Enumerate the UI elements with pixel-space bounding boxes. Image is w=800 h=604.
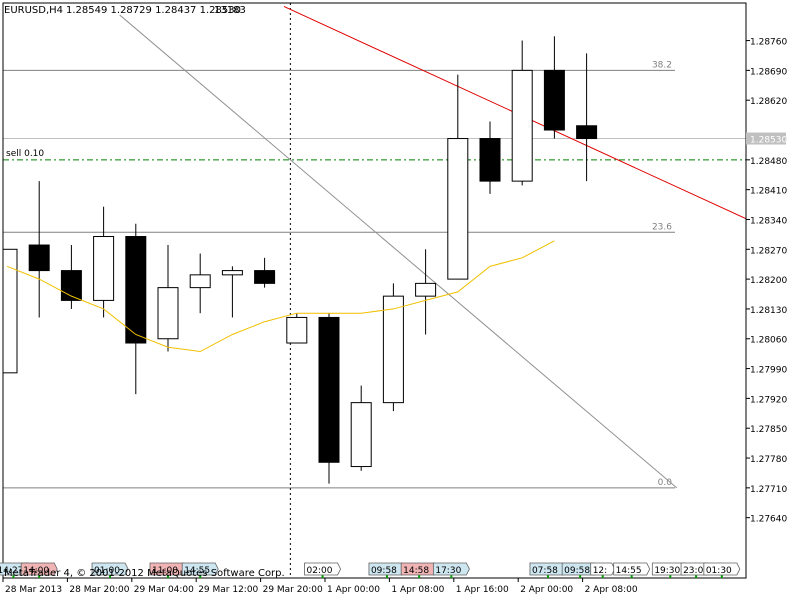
- candle-body-bull: [511, 69, 533, 182]
- time-markers: 14:27 14:00 01:00 11:00 14:55 02:00 09:58 14:58…: [0, 562, 741, 578]
- overlay-lines: 38.2 23.6 0.0 sell 0.10: [3, 3, 746, 578]
- candle-body-bear: [576, 125, 598, 140]
- current-price-badge-label: 1.28530: [750, 136, 787, 146]
- fib-level-label: 0.0: [658, 478, 673, 488]
- event-marker-label: 12:: [593, 566, 607, 576]
- x-tick-label: 29 Mar 04:00: [134, 585, 194, 595]
- event-marker-flag: [590, 562, 616, 576]
- y-tick-label: 1.27990: [750, 366, 787, 376]
- x-tick-label: 28 Mar 20:00: [69, 585, 129, 595]
- fib-level-label: 23.6: [652, 222, 672, 232]
- moving-average-line: [6, 240, 555, 353]
- event-marker-flag: [304, 562, 342, 576]
- x-tick-label: 29 Mar 20:00: [263, 585, 323, 595]
- y-tick-label: 1.28060: [750, 336, 787, 346]
- event-marker-label: 01:30: [706, 566, 732, 576]
- fib-level-label: 38.2: [652, 60, 672, 70]
- candle-body-bull: [350, 402, 372, 468]
- moving-average: [6, 240, 555, 353]
- event-marker-label: 09:58: [564, 566, 590, 576]
- axes: 1.28760 1.28690 1.28620 1.28530 1.28480 1.284…: [2, 2, 787, 595]
- event-marker-label: 14:55: [184, 566, 210, 576]
- candle-body-bull: [415, 282, 437, 297]
- y-tick-label: 1.28410: [750, 187, 787, 197]
- event-marker-label: 14:55: [616, 566, 642, 576]
- event-marker-label: 23:0: [683, 566, 703, 576]
- y-tick-label: 1.27920: [750, 395, 787, 405]
- y-tick-label: 1.27710: [750, 485, 787, 495]
- event-marker-label: 17:30: [435, 566, 461, 576]
- candle-body-bear: [125, 236, 147, 344]
- event-marker-flag: [613, 562, 651, 576]
- candle-body-bear: [318, 316, 340, 463]
- event-marker-label: 19:30: [654, 566, 680, 576]
- y-tick-label: 1.28270: [750, 246, 787, 256]
- event-marker-label: 02:00: [307, 566, 333, 576]
- plot-frame: [2, 2, 747, 579]
- volume-readout: 13183: [214, 5, 246, 16]
- x-tick-label: 1 Apr 00:00: [327, 585, 380, 595]
- copyright-text: MetaTrader 4, © 2001-2012 MetaQuotes Sof…: [4, 568, 285, 579]
- candle-body-bear: [28, 244, 50, 272]
- event-marker-flag: [432, 562, 470, 576]
- event-marker-flag: [181, 562, 219, 576]
- candle-body-bull: [189, 274, 211, 289]
- candle-body-bull: [3, 248, 18, 374]
- x-tick-label: 1 Apr 16:00: [456, 585, 509, 595]
- y-tick-label: 1.28620: [750, 97, 787, 107]
- event-marker-label: 01:00: [94, 566, 120, 576]
- candles: [3, 36, 598, 484]
- event-marker-label: 09:58: [371, 566, 397, 576]
- y-tick-label: 1.27850: [750, 425, 787, 435]
- ohlc-readout: 1.28549 1.28729 1.28437 1.28530: [66, 5, 241, 16]
- candle-body-bull: [221, 270, 243, 276]
- event-marker-flag: [91, 562, 129, 576]
- symbol-title: EURUSD,H4: [4, 5, 63, 16]
- y-tick-label: 1.28130: [750, 306, 787, 316]
- y-tick-label: 1.27780: [750, 455, 787, 465]
- x-tick-label: 2 Apr 00:00: [520, 585, 573, 595]
- event-marker-label: 07:58: [532, 566, 558, 576]
- order-line-label: sell 0.10: [6, 149, 44, 159]
- x-tick-label: 2 Apr 08:00: [585, 585, 638, 595]
- event-marker-flag: [703, 562, 741, 576]
- candle-body-bull: [286, 316, 308, 344]
- candle-body-bull: [382, 295, 404, 404]
- candle-body-bear: [254, 270, 276, 284]
- event-marker-label: 11:00: [152, 566, 178, 576]
- event-marker-label: 14:58: [403, 566, 429, 576]
- candle-body-bear: [543, 69, 565, 131]
- y-tick-label: 1.28690: [750, 67, 787, 77]
- event-marker-label: 14:27: [0, 566, 23, 576]
- y-tick-label: 1.28480: [750, 157, 787, 167]
- y-tick-label: 1.28340: [750, 216, 787, 226]
- x-tick-label: 28 Mar 2013: [5, 585, 62, 595]
- candle-body-bull: [157, 287, 179, 340]
- x-tick-label: 29 Mar 12:00: [198, 585, 258, 595]
- x-tick-label: 1 Apr 08:00: [391, 585, 444, 595]
- candle-body-bull: [93, 236, 115, 301]
- y-tick-label: 1.27640: [750, 515, 787, 525]
- y-tick-label: 1.28760: [750, 38, 787, 48]
- event-marker-flag: [20, 562, 58, 576]
- candle-body-bear: [479, 138, 501, 182]
- gray-trendline: [119, 14, 678, 489]
- y-tick-label: 1.28200: [750, 276, 787, 286]
- current-price-badge: [746, 132, 786, 145]
- candle-body-bull: [447, 138, 469, 280]
- event-marker-label: 14:00: [23, 566, 49, 576]
